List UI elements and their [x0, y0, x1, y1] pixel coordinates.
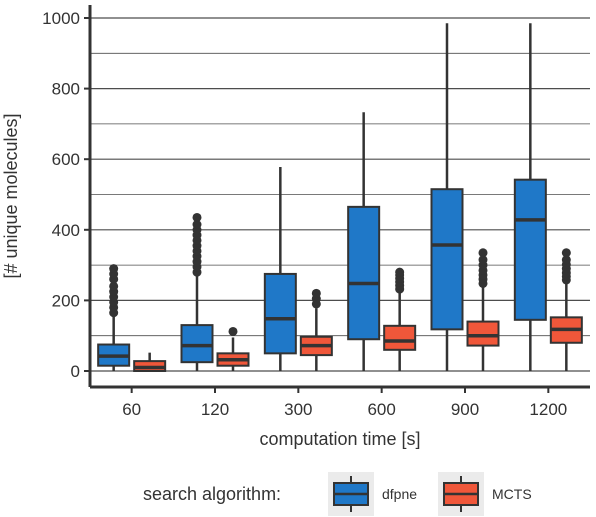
box-body — [513, 178, 547, 321]
legend-label-mcts: MCTS — [492, 486, 532, 502]
outlier-point — [561, 248, 571, 258]
y-tick-label: 200 — [52, 291, 80, 310]
box-mcts — [299, 288, 333, 371]
axes — [88, 5, 590, 389]
outlier-point — [395, 267, 405, 277]
box-dfpne — [180, 212, 214, 371]
box-dfpne — [97, 264, 131, 371]
box-dfpne — [430, 23, 464, 371]
x-tick-label: 600 — [367, 400, 395, 419]
outlier-point — [109, 281, 119, 291]
y-tick-label: 1000 — [42, 9, 80, 28]
outlier-point — [228, 326, 238, 336]
x-tick-label: 60 — [122, 400, 141, 419]
y-tick-label: 400 — [52, 221, 80, 240]
x-tick-label: 300 — [284, 400, 312, 419]
box-dfpne — [347, 112, 381, 371]
outlier-point — [311, 288, 321, 298]
box-mcts — [133, 352, 167, 372]
box-body — [263, 272, 297, 355]
box-body — [383, 324, 417, 351]
legend: search algorithm: dfpne MCTS — [143, 472, 532, 516]
x-tick-label: 1200 — [529, 400, 567, 419]
series-dfpne — [97, 23, 547, 371]
box-dfpne — [263, 166, 297, 371]
outlier-point — [109, 264, 119, 274]
legend-item-dfpne: dfpne — [328, 472, 417, 516]
box-body — [466, 320, 500, 347]
x-tick-label: 120 — [201, 400, 229, 419]
series-mcts — [133, 248, 583, 372]
grid-lines — [90, 17, 590, 372]
box-body — [347, 205, 381, 341]
box-series — [97, 23, 583, 372]
box-mcts — [549, 248, 583, 371]
legend-title: search algorithm: — [143, 484, 281, 504]
outlier-point — [192, 212, 202, 222]
outlier-point — [561, 255, 571, 265]
box-body — [180, 324, 214, 364]
x-tick-label: 900 — [451, 400, 479, 419]
y-tick-label: 0 — [71, 362, 80, 381]
outlier-point — [478, 248, 488, 258]
x-axis-title: computation time [s] — [259, 429, 420, 449]
y-tick-label: 600 — [52, 150, 80, 169]
y-axis-title: [# unique molecules] — [1, 113, 21, 278]
box-mcts — [383, 267, 417, 371]
box-mcts — [466, 248, 500, 371]
y-tick-label: 800 — [52, 80, 80, 99]
outlier-point — [478, 255, 488, 265]
box-body — [430, 188, 464, 331]
legend-item-mcts: MCTS — [438, 472, 532, 516]
outlier-point — [192, 220, 202, 230]
legend-label-dfpne: dfpne — [382, 486, 417, 502]
box-dfpne — [513, 23, 547, 371]
box-mcts — [216, 326, 250, 371]
x-ticks: 60 120 300 600 900 1200 — [122, 387, 567, 419]
y-ticks: 0 200 400 600 800 1000 — [42, 9, 90, 381]
